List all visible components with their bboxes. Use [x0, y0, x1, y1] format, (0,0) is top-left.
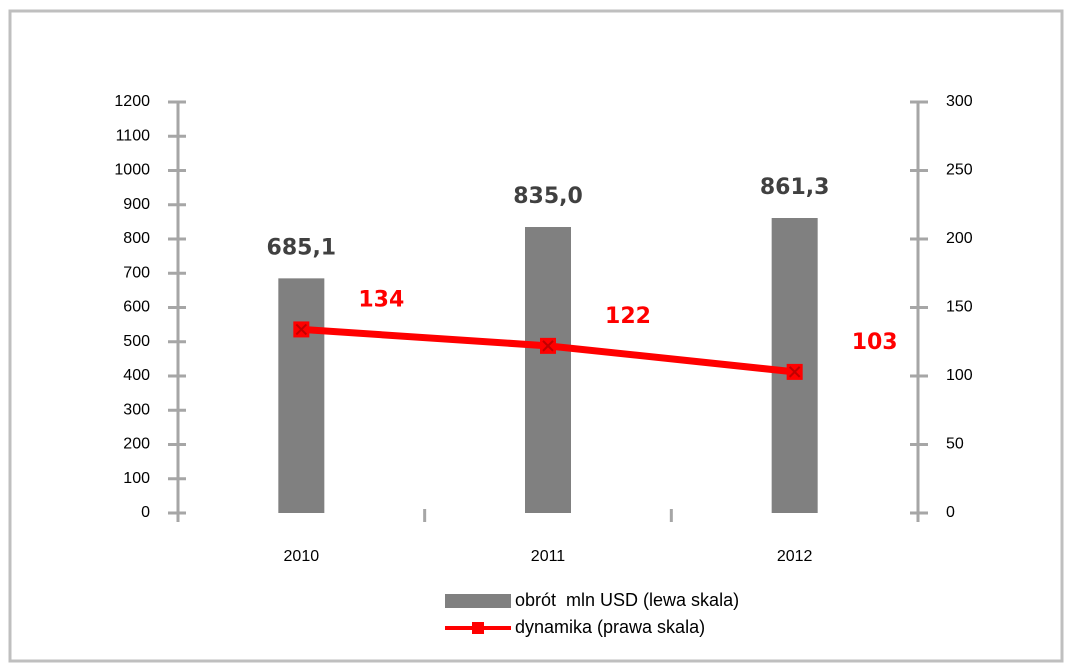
- line-marker-x: [542, 340, 554, 352]
- y-tick-label: 1200: [114, 93, 150, 110]
- line-data-label: 122: [605, 304, 651, 329]
- bar: [278, 278, 325, 513]
- legend-label: dynamika (prawa skala): [515, 617, 705, 637]
- y-tick-label: 400: [123, 367, 150, 384]
- line-marker-x: [788, 366, 801, 378]
- y-tick-label: 800: [123, 230, 150, 247]
- bar-data-label: 685,1: [267, 235, 337, 260]
- y-tick-label: 100: [123, 470, 150, 487]
- y2-tick-label: 300: [946, 93, 973, 110]
- y2-tick-label: 150: [946, 299, 973, 316]
- y-tick-label: 0: [141, 504, 150, 521]
- bar-data-label: 835,0: [513, 184, 583, 209]
- legend-marker: [472, 622, 484, 634]
- y-tick-label: 700: [123, 264, 150, 281]
- y2-tick-label: 250: [946, 162, 973, 179]
- y-tick-label: 1000: [114, 162, 150, 179]
- y-tick-label: 200: [123, 436, 150, 453]
- bar-data-label: 861,3: [760, 175, 830, 200]
- y-tick-label: 300: [123, 401, 150, 418]
- x-tick-label: 2010: [284, 548, 320, 565]
- y2-tick-label: 200: [946, 230, 973, 247]
- y2-tick-label: 0: [946, 504, 955, 521]
- line-marker-x: [295, 323, 308, 336]
- y-tick-label: 600: [123, 299, 150, 316]
- line-data-label: 134: [358, 287, 404, 312]
- bar: [525, 227, 571, 513]
- y-tick-label: 1100: [116, 127, 151, 144]
- x-tick-label: 2011: [531, 548, 566, 565]
- legend-label: obrót mln USD (lewa skala): [515, 590, 739, 610]
- x-tick-label: 2012: [777, 548, 813, 565]
- y-tick-label: 500: [123, 333, 150, 350]
- y2-tick-label: 50: [946, 436, 964, 453]
- legend-swatch: [445, 594, 511, 608]
- line-data-label: 103: [852, 330, 898, 355]
- y-tick-label: 900: [123, 196, 150, 213]
- y2-tick-label: 100: [946, 367, 973, 384]
